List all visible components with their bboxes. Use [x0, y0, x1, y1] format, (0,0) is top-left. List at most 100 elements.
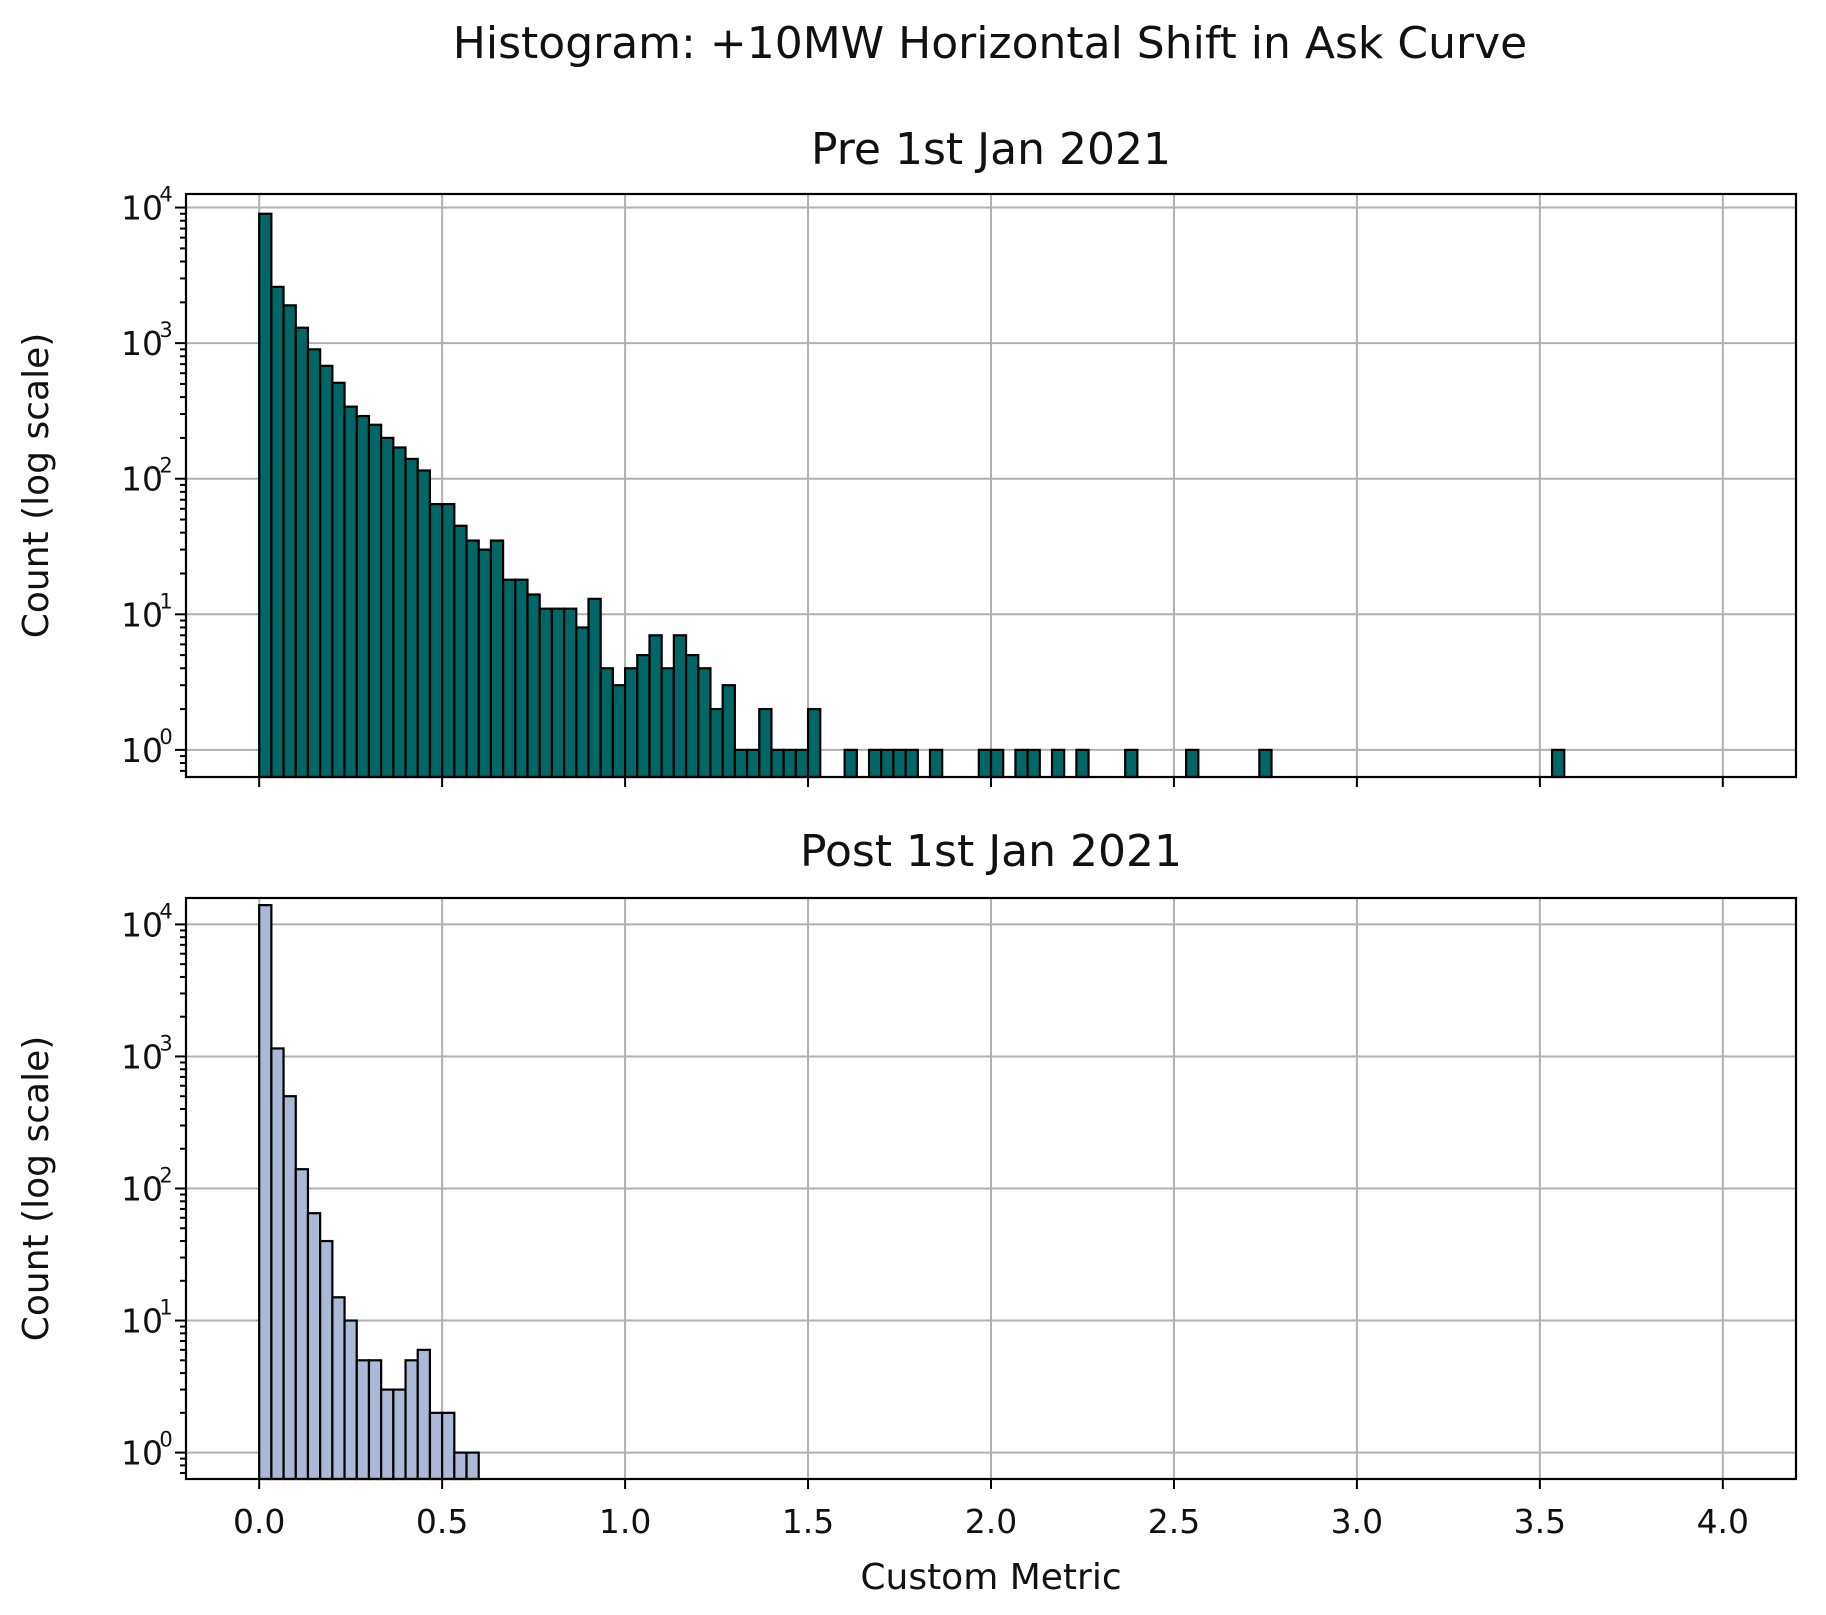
histogram-bar: [1014, 748, 1029, 779]
histogram-bar: [843, 748, 858, 779]
x-tick-label: 3.0: [1331, 1502, 1383, 1541]
histogram-bar: [306, 348, 322, 779]
histogram-bar: [904, 748, 919, 779]
histogram-bar: [526, 593, 541, 779]
histogram-bar: [1050, 748, 1066, 779]
histogram-bar: [611, 684, 627, 779]
axes-title: Post 1st Jan 2021: [800, 826, 1182, 877]
y-tick-exponent: 3: [159, 318, 172, 342]
y-tick-label: 10: [121, 1170, 163, 1209]
histogram-bar: [502, 578, 517, 779]
histogram-bar: [867, 748, 883, 779]
y-tick-exponent: 0: [159, 1428, 172, 1452]
y-tick-label: 10: [121, 1037, 163, 1076]
x-tick-label: 1.0: [599, 1502, 651, 1541]
histogram-bar: [550, 607, 566, 779]
histogram-bar: [1185, 748, 1200, 779]
histogram-bar: [1124, 748, 1139, 779]
x-tick-label: 1.5: [782, 1502, 834, 1541]
histogram-bar: [587, 597, 602, 779]
histogram-bar: [892, 748, 907, 779]
x-tick-label: 0.0: [233, 1502, 285, 1541]
x-tick-label: 3.5: [1514, 1502, 1566, 1541]
y-tick-label: 10: [121, 905, 163, 944]
y-tick-exponent: 3: [159, 1031, 172, 1055]
histogram-bar: [294, 326, 310, 779]
histogram-bar: [745, 748, 761, 779]
histogram-bar: [721, 684, 736, 779]
histogram-bar: [270, 285, 285, 779]
histogram-bar: [319, 1239, 334, 1481]
y-tick-label: 10: [121, 1434, 163, 1473]
histogram-bar: [392, 446, 407, 779]
histogram-bar: [282, 304, 297, 779]
y-axis-label: Count (log scale): [16, 1036, 57, 1342]
histogram-bar: [660, 667, 675, 779]
histogram-bar: [258, 904, 273, 1481]
y-tick-exponent: 2: [159, 454, 172, 478]
histogram-bar: [306, 1212, 322, 1481]
histogram-bar: [294, 1168, 310, 1481]
histogram-bar: [514, 578, 529, 779]
histogram-bar: [441, 502, 456, 779]
y-tick-exponent: 1: [159, 1296, 172, 1320]
histogram-bar: [367, 423, 383, 779]
y-tick-label: 10: [121, 731, 163, 770]
histogram-bar: [453, 1451, 468, 1481]
histogram-bar: [428, 1411, 444, 1481]
histogram-bar: [758, 707, 773, 779]
y-tick-exponent: 4: [159, 183, 172, 207]
histogram-bar: [672, 634, 688, 779]
histogram-bar: [636, 654, 651, 779]
histogram-bar: [697, 667, 712, 779]
histogram-bar: [355, 414, 371, 779]
histogram-bar: [465, 1451, 480, 1481]
histogram-bar: [380, 1388, 395, 1481]
histogram-bar: [270, 1047, 285, 1481]
histogram-bar: [709, 707, 724, 779]
histogram-bar: [623, 667, 639, 779]
histogram-bar: [319, 364, 334, 779]
y-tick-exponent: 0: [159, 725, 172, 749]
histogram-bar: [428, 502, 444, 779]
histogram-bar: [733, 748, 749, 779]
y-tick-label: 10: [121, 189, 163, 228]
x-tick-label: 4.0: [1697, 1502, 1749, 1541]
post-panel: Post 1st Jan 2021 0.0 0.5 1.0 1.5 2.0 2.5 3.0 3.…: [16, 826, 1798, 1598]
y-tick-exponent: 2: [159, 1164, 172, 1188]
y-axis-label: Count (log scale): [16, 333, 57, 639]
histogram-bar: [489, 539, 505, 779]
histogram-bar: [343, 1319, 358, 1481]
histogram-bar: [404, 1359, 419, 1481]
figure-suptitle: Histogram: +10MW Horizontal Shift in Ask…: [453, 18, 1527, 69]
histogram-bar: [1026, 748, 1041, 779]
x-axis-label: Custom Metric: [860, 1557, 1121, 1598]
y-tick-exponent: 1: [159, 589, 172, 613]
y-tick-label: 10: [121, 324, 163, 363]
histogram-bar: [465, 539, 480, 779]
histogram-bar: [380, 436, 395, 779]
histogram-bar: [416, 1348, 432, 1481]
histogram-bar: [575, 626, 590, 779]
histogram-bar: [989, 748, 1005, 779]
histogram-bar: [782, 748, 797, 779]
y-tick-label: 10: [121, 1302, 163, 1341]
histogram-bar: [977, 748, 993, 779]
histogram-bar: [258, 212, 273, 779]
histogram-bar: [441, 1411, 456, 1481]
histogram-bar: [404, 457, 419, 779]
histogram-bar: [282, 1095, 297, 1481]
x-tick-label: 0.5: [416, 1502, 468, 1541]
histogram-bar: [392, 1388, 407, 1481]
histogram-bar: [453, 524, 468, 779]
histogram-bar: [928, 748, 944, 779]
histogram-bar: [355, 1359, 371, 1481]
histogram-bar: [599, 667, 614, 779]
y-tick-label: 10: [121, 460, 163, 499]
axes-title: Pre 1st Jan 2021: [811, 124, 1171, 175]
x-tick-label: 2.5: [1148, 1502, 1200, 1541]
y-tick-label: 10: [121, 595, 163, 634]
histogram-bar: [367, 1359, 383, 1481]
